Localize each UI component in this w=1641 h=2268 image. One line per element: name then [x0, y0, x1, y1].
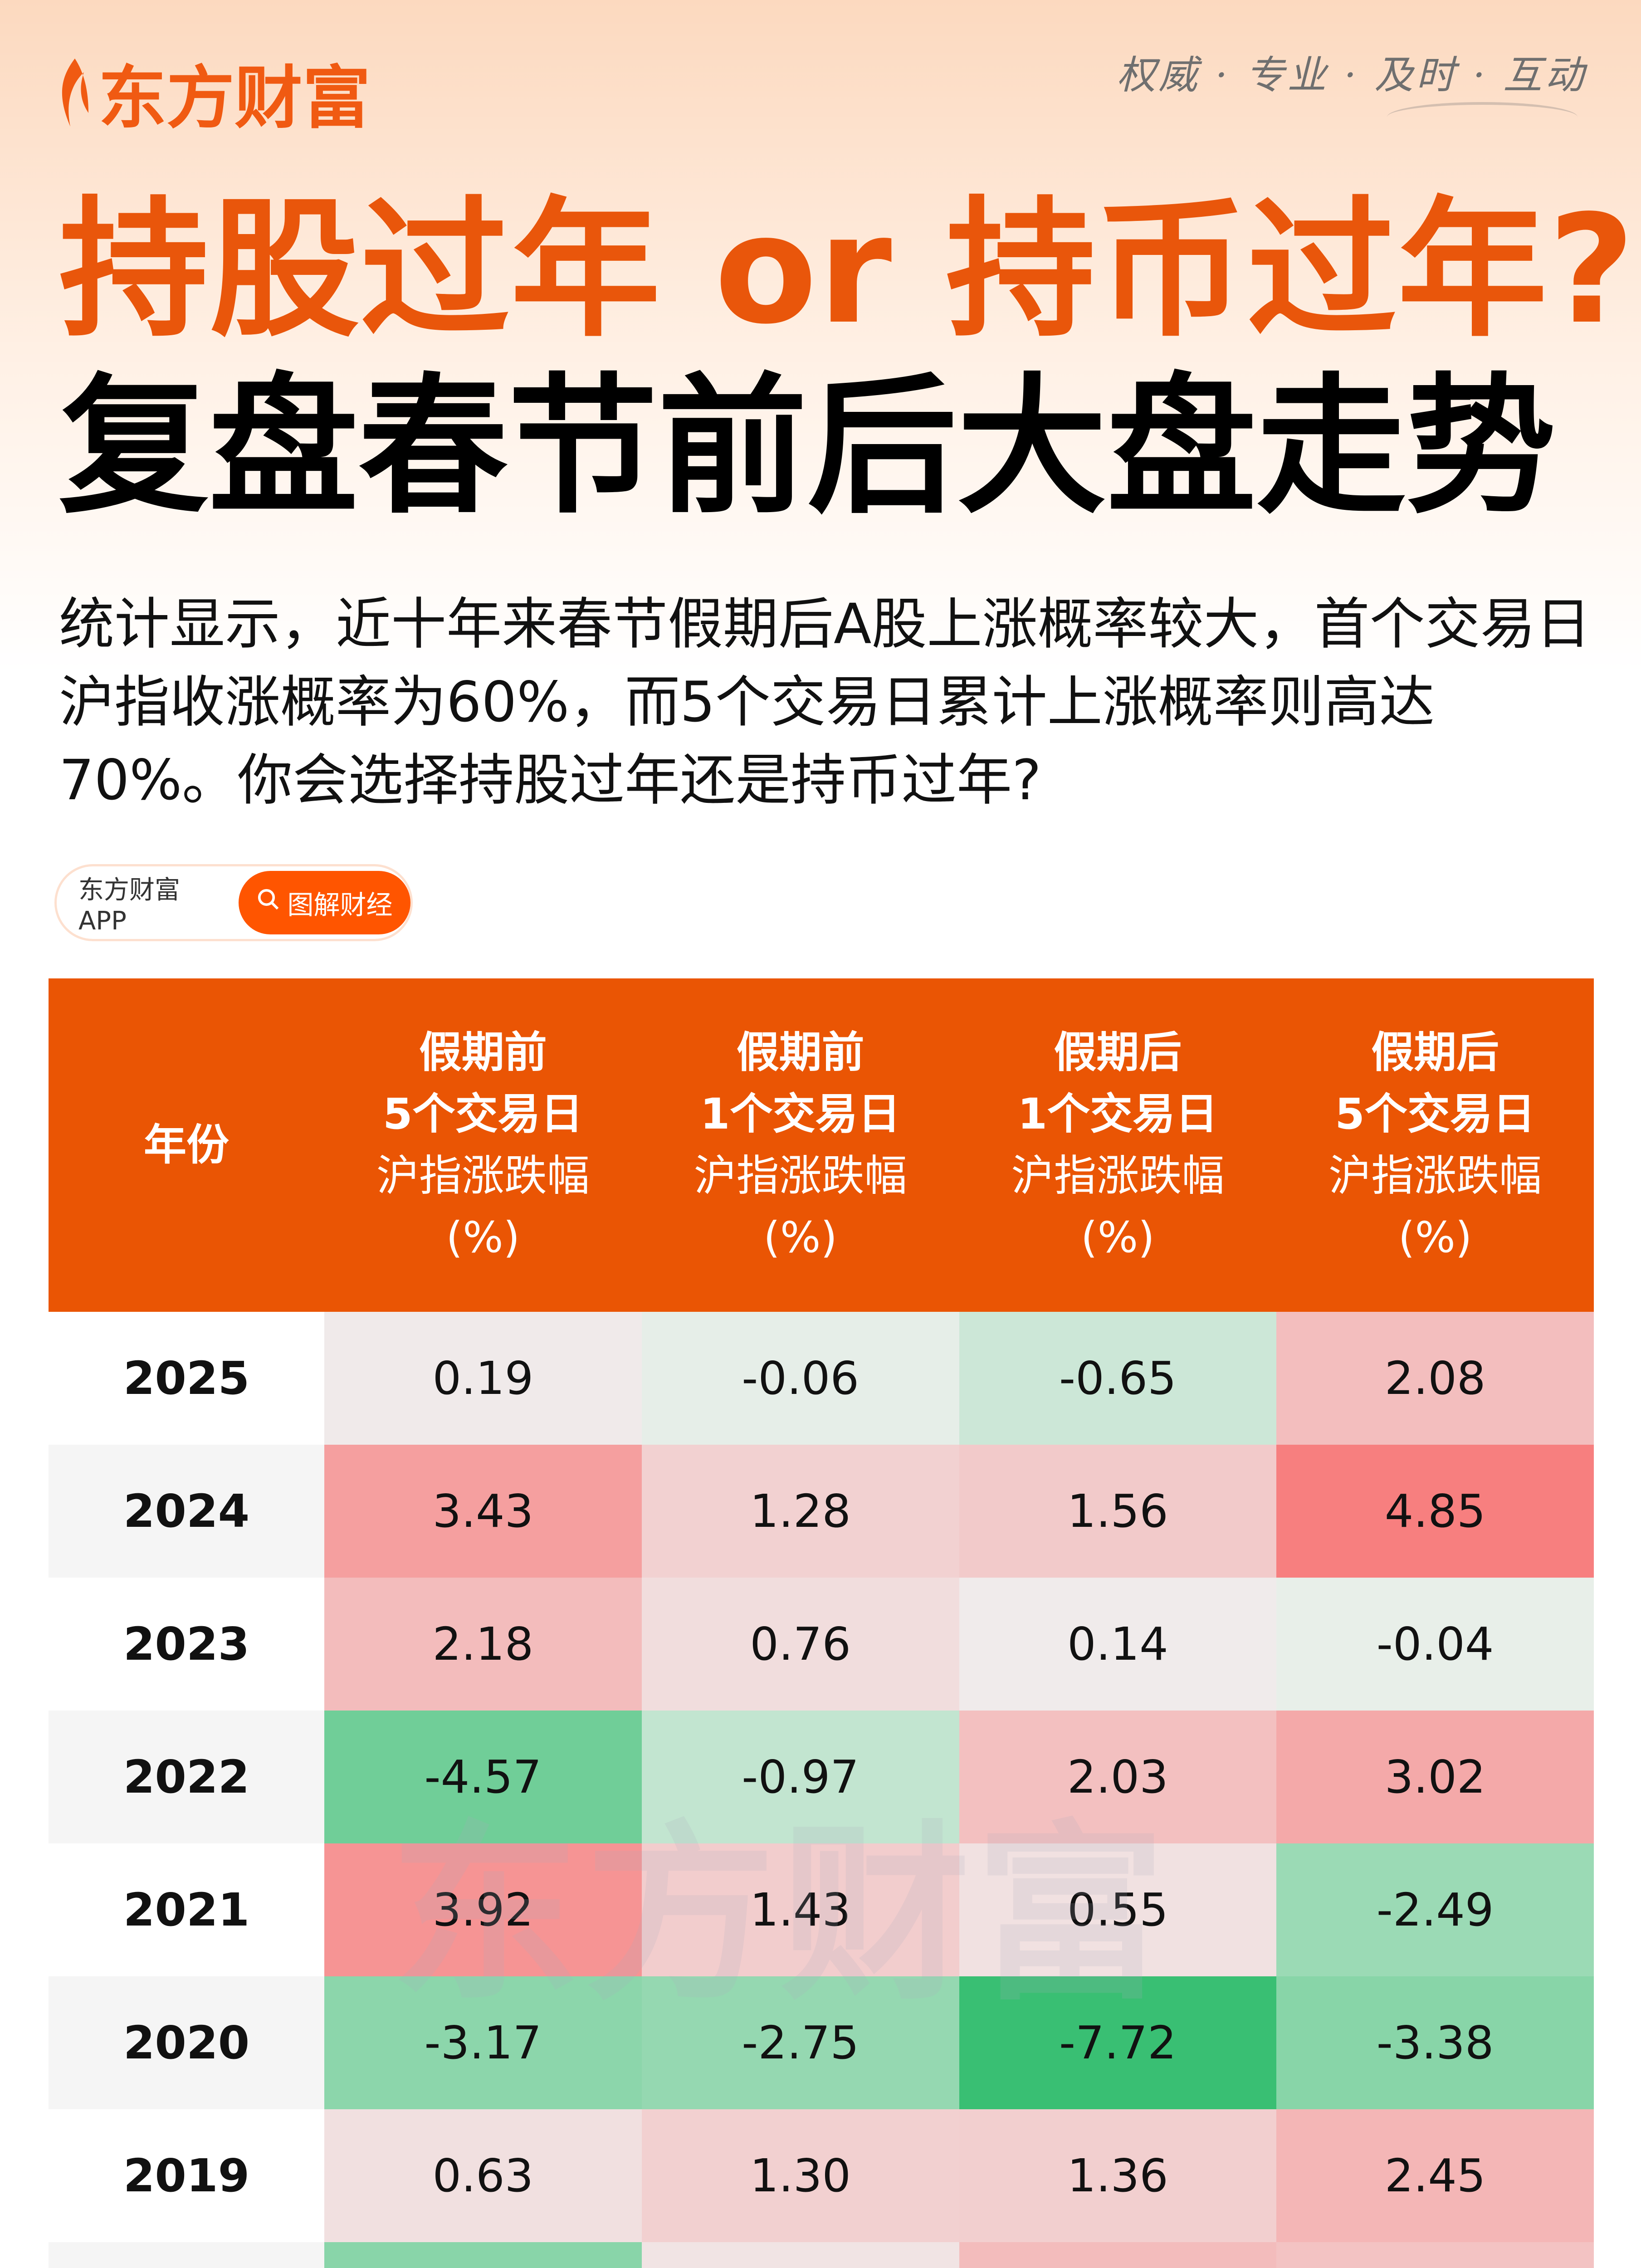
header-col-4: 假期后 5个交易日沪指涨跌幅 (%) — [1276, 978, 1594, 1312]
flame-logo-icon — [57, 58, 88, 127]
header-text: 5个交易日 — [383, 1089, 583, 1139]
value-cell: 3.02 — [1276, 1711, 1594, 1843]
year-cell: 2022 — [49, 1711, 324, 1843]
page-subtitle: 复盘春节前后大盘走势 — [59, 360, 1556, 534]
value-cell: 2.18 — [324, 1578, 642, 1711]
value-cell: 1.30 — [641, 2109, 959, 2242]
year-cell: 2021 — [49, 1843, 324, 1976]
value-cell: -2.75 — [641, 1976, 959, 2109]
value-cell: -3.17 — [324, 1976, 642, 2109]
value-cell: -3.38 — [1276, 1976, 1594, 2109]
value-cell: -0.06 — [641, 1312, 959, 1445]
table-row: 2018-3.330.452.171.88 — [49, 2242, 1594, 2268]
brand-slogan: 权威 · 专业 · 及时 · 互动 — [1116, 53, 1587, 98]
header-col-2: 假期前 1个交易日沪指涨跌幅 (%) — [641, 978, 959, 1312]
intro-paragraph: 统计显示，近十年来春节假期后A股上涨概率较大，首个交易日沪指收涨概率为60%，而… — [59, 592, 1591, 812]
value-cell: 0.14 — [959, 1578, 1277, 1711]
table-row: 2020 -3.17 -2.75 -7.72 -3.38 — [49, 1976, 1594, 2109]
header-text: 假期后 — [1054, 1027, 1182, 1077]
holiday-returns-table: 年份 假期前 5个交易日沪指涨跌幅 (%) 假期前 1个交易日沪指涨跌幅 (%) 假期后 1个交… — [49, 978, 1594, 2268]
value-cell: -0.65 — [959, 1312, 1277, 1445]
value-cell: -2.49 — [1276, 1843, 1594, 1976]
header-year: 年份 — [49, 978, 324, 1312]
value-cell: 2.08 — [1276, 1312, 1594, 1445]
year-cell: 2025 — [49, 1312, 324, 1445]
brand-logo: 东方财富 — [57, 43, 371, 142]
value-cell: -7.72 — [959, 1976, 1277, 2109]
value-cell: 1.88 — [1276, 2242, 1594, 2268]
table-row: 2019 0.63 1.30 1.36 2.45 — [49, 2109, 1594, 2242]
value-cell: 1.36 — [959, 2109, 1277, 2242]
value-cell: 4.85 — [1276, 1445, 1594, 1578]
app-search-pill[interactable]: 东方财富APP 图解财经 — [54, 864, 413, 941]
value-cell: 0.55 — [959, 1843, 1277, 1976]
value-cell: 3.92 — [324, 1843, 642, 1976]
value-cell: -0.04 — [1276, 1578, 1594, 1711]
table-row: 2022 -4.57 -0.97 2.03 3.02 — [49, 1711, 1594, 1843]
header-text: (%) — [446, 1212, 520, 1262]
value-cell: 2.03 — [959, 1711, 1277, 1843]
header-text: 5个交易日 — [1335, 1089, 1535, 1139]
value-cell: 0.19 — [324, 1312, 642, 1445]
value-cell: 1.43 — [641, 1843, 959, 1976]
header-text: (%) — [763, 1212, 837, 1262]
year-cell: 2024 — [49, 1445, 324, 1578]
value-cell: 1.28 — [641, 1445, 959, 1578]
value-cell: 1.56 — [959, 1445, 1277, 1578]
value-cell: -3.33 — [324, 2242, 642, 2268]
value-cell: 0.63 — [324, 2109, 642, 2242]
search-icon — [256, 887, 281, 918]
header-text: 假期前 — [419, 1027, 547, 1077]
table-row: 2025 0.19 -0.06 -0.65 2.08 — [49, 1312, 1594, 1445]
year-cell: 2018 — [49, 2242, 324, 2268]
header-text: 沪指涨跌幅 — [694, 1151, 907, 1201]
value-cell: 0.45 — [641, 2242, 959, 2268]
header-text: 沪指涨跌幅 — [1011, 1151, 1225, 1201]
header-text: 1个交易日 — [700, 1089, 901, 1139]
header-text: 沪指涨跌幅 — [1328, 1151, 1542, 1201]
year-cell: 2019 — [49, 2109, 324, 2242]
year-cell: 2020 — [49, 1976, 324, 2109]
header-text: (%) — [1398, 1212, 1472, 1262]
value-cell: 2.17 — [959, 2242, 1277, 2268]
header-text: 假期后 — [1371, 1027, 1499, 1077]
search-button[interactable]: 图解财经 — [239, 871, 410, 934]
brand-name: 东方财富 — [98, 59, 371, 138]
header-text: 沪指涨跌幅 — [376, 1151, 590, 1201]
year-cell: 2023 — [49, 1578, 324, 1711]
header-col-3: 假期后 1个交易日沪指涨跌幅 (%) — [959, 978, 1277, 1312]
header-text: 假期前 — [736, 1027, 864, 1077]
page-title: 持股过年 or 持币过年? — [59, 183, 1636, 357]
header-col-1: 假期前 5个交易日沪指涨跌幅 (%) — [324, 978, 642, 1312]
decorative-swoosh — [1387, 102, 1578, 132]
table-row: 2023 2.18 0.76 0.14 -0.04 — [49, 1578, 1594, 1711]
value-cell: 3.43 — [324, 1445, 642, 1578]
value-cell: 2.45 — [1276, 2109, 1594, 2242]
header-text: (%) — [1081, 1212, 1155, 1262]
app-name: 东方财富APP — [78, 875, 180, 936]
value-cell: -0.97 — [641, 1711, 959, 1843]
header-text: 1个交易日 — [1017, 1089, 1218, 1139]
value-cell: -4.57 — [324, 1711, 642, 1843]
value-cell: 0.76 — [641, 1578, 959, 1711]
table-row: 2021 3.92 1.43 0.55 -2.49 — [49, 1843, 1594, 1976]
table-row: 2024 3.43 1.28 1.56 4.85 — [49, 1445, 1594, 1578]
search-button-label: 图解财经 — [287, 890, 393, 920]
